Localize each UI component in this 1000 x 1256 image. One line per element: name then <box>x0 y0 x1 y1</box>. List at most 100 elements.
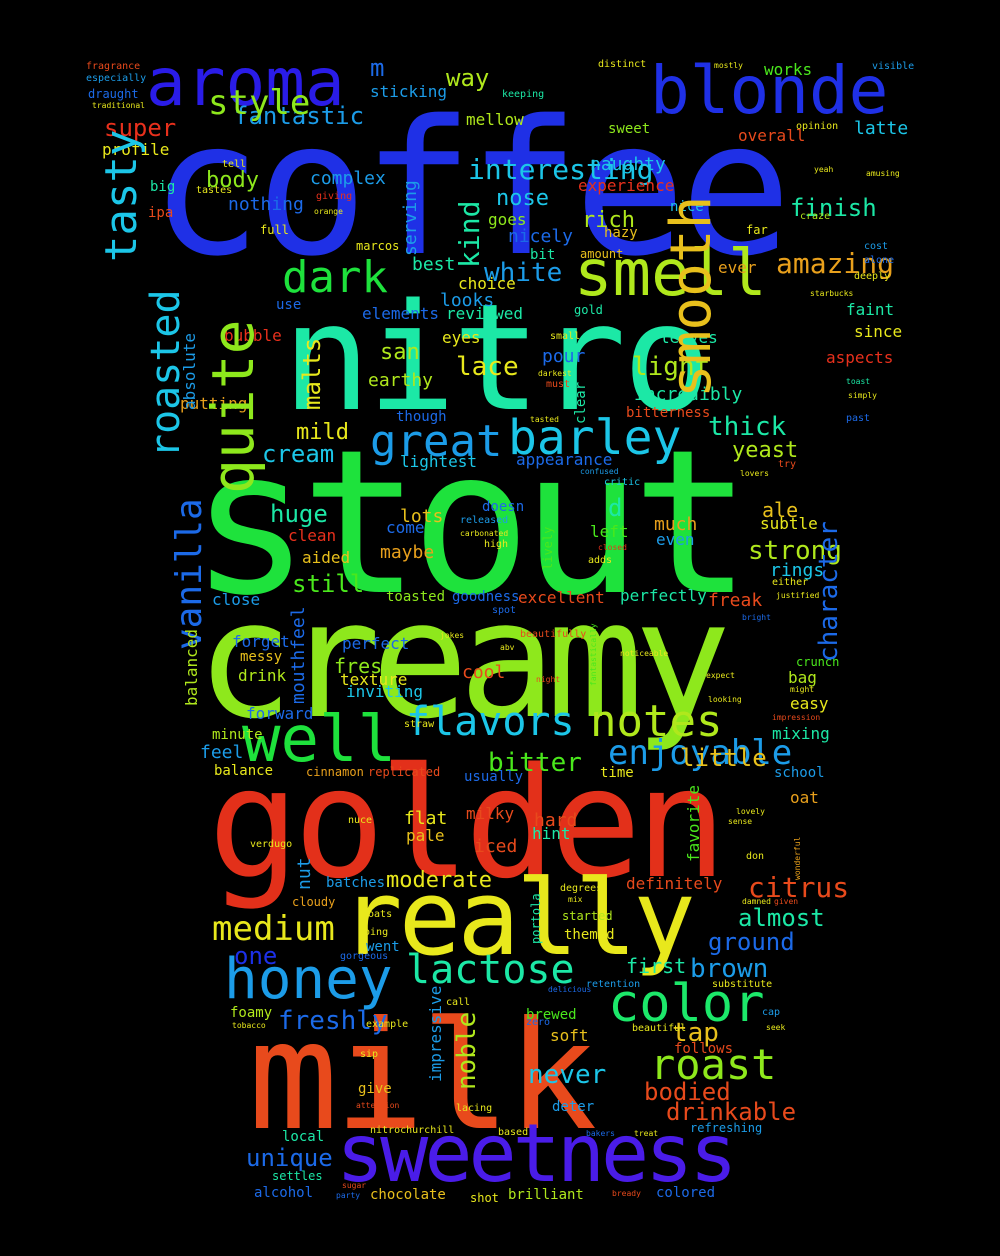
word-themed: themed <box>564 927 615 943</box>
word-drink: drink <box>238 666 287 685</box>
word-either: either <box>772 577 809 588</box>
word-gorgeous: gorgeous <box>340 951 389 962</box>
word-freak: freak <box>708 590 763 611</box>
word-cream: mild <box>296 420 349 445</box>
word-seek: seek <box>766 1023 786 1032</box>
word-draught: draught <box>88 87 139 101</box>
word-high: high <box>484 539 509 550</box>
word-settles: settles <box>272 1169 323 1183</box>
word-alcohol: alcohol <box>254 1185 314 1201</box>
word-perfect: perfect <box>342 634 410 653</box>
word-bitterness: absolute <box>180 332 199 410</box>
word-doesn: doesn <box>482 499 525 515</box>
word-gold: since <box>854 322 903 341</box>
word-starbucks: starbucks <box>810 289 854 298</box>
word-given: given <box>774 897 799 906</box>
word-complex: nothing <box>228 194 304 215</box>
word-forget: forget <box>232 632 290 651</box>
word-try: try <box>778 459 797 470</box>
word-fragrance: fragrance <box>86 61 141 72</box>
word-sticking: mellow <box>466 110 524 129</box>
word-fantastically: fantastically <box>589 623 598 686</box>
word-m: style <box>208 83 311 123</box>
word-tasty: interesting <box>468 153 654 186</box>
word-character: moderate <box>386 868 492 893</box>
word-rings: rings <box>770 560 825 581</box>
word-far: far <box>746 223 768 237</box>
word-orange: orange <box>314 207 343 216</box>
word-school: school <box>774 765 825 781</box>
word-degrees: degrees <box>560 883 603 894</box>
word-usually: usually <box>464 769 524 785</box>
word-expect: expect <box>706 671 735 680</box>
word-zero: zero <box>526 1017 551 1028</box>
word-alone: alone <box>864 255 895 266</box>
word-wonderful: wonderful <box>793 836 802 880</box>
word-tastes: tastes <box>196 185 233 196</box>
word-incredibly: bitterness <box>626 405 711 421</box>
word-wow: enjoyable <box>608 733 793 773</box>
word-toast: toast <box>846 377 871 386</box>
word-body: lace <box>456 352 519 382</box>
word-feel: feel <box>200 742 244 763</box>
word-faint: aspects <box>826 348 894 367</box>
word-easy: easy <box>790 694 829 713</box>
word-shot: shot <box>470 1191 499 1205</box>
word-moderate: profile <box>102 140 170 159</box>
word-retention: retention <box>586 979 641 990</box>
word-opinion: opinion <box>796 121 839 132</box>
word-jokes: jokes <box>440 631 465 640</box>
word-lightest: lightest <box>400 452 478 471</box>
word-leaves: pour <box>542 346 586 367</box>
word-serving: goes <box>488 210 527 229</box>
word-left: left <box>590 522 629 541</box>
word-smooth: smooth <box>659 195 724 398</box>
word-nitrochurchill: nitrochurchill <box>370 1125 455 1136</box>
word-amusing: amusing <box>866 169 900 178</box>
word-coffee: coffee <box>150 80 792 297</box>
word-ipa: ipa <box>148 205 174 221</box>
word-really: really <box>340 857 696 979</box>
word-even: even <box>656 530 695 549</box>
word-looking: looking <box>708 695 742 704</box>
word-eyes: leaves <box>660 328 718 347</box>
word-mild: huge <box>270 500 328 528</box>
word-citrus: almost <box>738 904 825 932</box>
word-subtle: subtle <box>760 514 818 533</box>
word-cost: cost <box>864 241 889 252</box>
word-substitute: substitute <box>712 979 773 990</box>
word-hint: hint <box>532 824 571 843</box>
word-excellent: excellent <box>518 588 605 607</box>
word-amazing: finish <box>790 194 877 222</box>
word-light: thick <box>708 412 787 442</box>
word-foamy: foamy <box>230 1005 273 1021</box>
word-deter: deter <box>552 1099 595 1115</box>
word-best: choice <box>458 274 516 293</box>
word-hard: hard <box>534 810 578 831</box>
word-medium: one <box>234 942 278 970</box>
word-lively: lively <box>541 526 555 570</box>
word-flavors: flavors <box>406 699 575 745</box>
word-elements: gold <box>574 303 603 317</box>
word-toasted: toasted <box>386 589 446 605</box>
word-balanced: forward <box>246 704 314 723</box>
word-brewed: brewed <box>526 1007 577 1023</box>
word-bubble: bubble <box>224 326 282 345</box>
word-way: m <box>370 54 385 82</box>
word-texture: texture <box>340 670 408 689</box>
word-goodness: goodness <box>452 589 520 605</box>
word-simply: simply <box>848 391 877 400</box>
word-little: medium <box>212 909 335 949</box>
word-color: color <box>608 974 765 1034</box>
word-looks: reviewed <box>446 304 524 323</box>
word-nut: nut <box>294 857 315 890</box>
word-bodied: unique <box>246 1144 333 1172</box>
word-damned: damned <box>742 897 771 906</box>
word-nose: kind <box>453 200 486 268</box>
word-smell: smell <box>574 237 767 311</box>
word-justified: justified <box>776 591 820 600</box>
word-beautiful: beautiful <box>632 1023 687 1034</box>
word-chocolate: chocolate <box>370 1187 446 1203</box>
word-impressive: impressive <box>426 985 445 1082</box>
word-yeast: cream <box>262 440 335 468</box>
